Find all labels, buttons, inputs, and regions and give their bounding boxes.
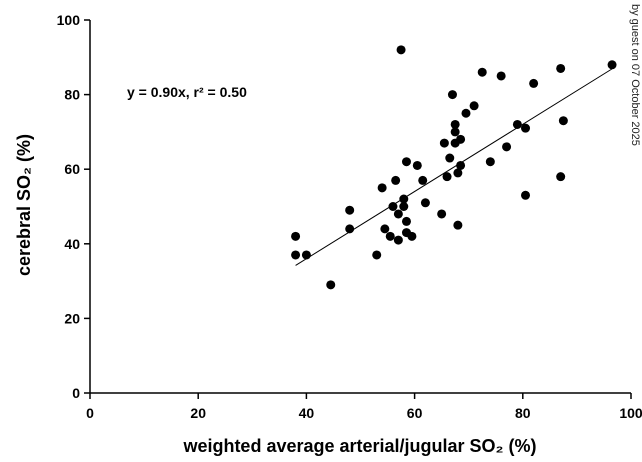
point [450, 119, 460, 129]
point [396, 45, 406, 55]
point [607, 60, 617, 70]
point [412, 160, 422, 170]
annotation: y = 0.90x, r² = 0.50 [127, 84, 247, 100]
point [439, 138, 449, 148]
point [401, 216, 411, 226]
x-tick-label: 0 [86, 405, 94, 421]
point [377, 183, 387, 193]
point [326, 280, 336, 290]
x-tick-label: 60 [407, 405, 423, 421]
point [391, 175, 401, 185]
y-tick-label: 100 [57, 12, 81, 28]
y-tick-label: 80 [64, 87, 80, 103]
point [437, 209, 447, 219]
point [556, 63, 566, 73]
point [385, 231, 395, 241]
point [393, 235, 403, 245]
point [380, 224, 390, 234]
point [401, 157, 411, 167]
x-axis-title: weighted average arterial/jugular SO₂ (%… [182, 436, 536, 456]
point [442, 172, 452, 182]
point [521, 190, 531, 200]
y-tick-label: 0 [72, 385, 80, 401]
point [372, 250, 382, 260]
point [407, 231, 417, 241]
point [558, 116, 568, 126]
x-tick-label: 40 [299, 405, 315, 421]
point [477, 67, 487, 77]
point [512, 119, 522, 129]
x-tick-label: 20 [190, 405, 206, 421]
point [445, 153, 455, 163]
point [496, 71, 506, 81]
x-tick-label: 80 [515, 405, 531, 421]
point [453, 220, 463, 230]
point [453, 168, 463, 178]
point [447, 90, 457, 100]
point [485, 157, 495, 167]
point [469, 101, 479, 111]
point [399, 194, 409, 204]
point [301, 250, 311, 260]
point [461, 108, 471, 118]
point [502, 142, 512, 152]
y-tick-label: 40 [64, 236, 80, 252]
point [388, 202, 398, 211]
point [529, 78, 539, 88]
point [291, 250, 301, 260]
x-tick-label: 100 [619, 405, 642, 421]
point [345, 205, 355, 215]
point [456, 160, 466, 170]
point [418, 175, 428, 185]
point [420, 198, 430, 208]
point [345, 224, 355, 234]
point [399, 202, 409, 211]
side-note: by guest on 07 October 2025 [629, 4, 641, 146]
y-axis-title: cerebral SO₂ (%) [14, 134, 34, 276]
y-tick-label: 60 [64, 161, 80, 177]
y-tick-label: 20 [64, 310, 80, 326]
point [521, 123, 531, 133]
point [556, 172, 566, 182]
point [291, 231, 301, 241]
point [456, 134, 466, 144]
point [450, 127, 460, 137]
point [393, 209, 403, 219]
